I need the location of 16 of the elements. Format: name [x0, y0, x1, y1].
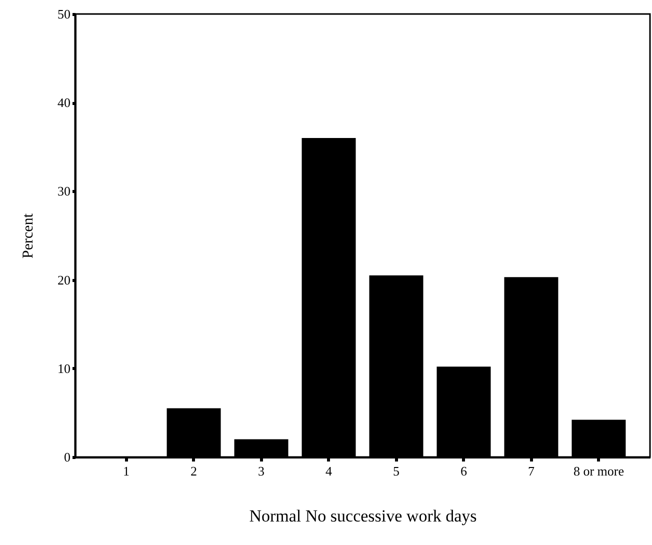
x-tick-label: 5: [392, 464, 400, 478]
y-tick-label: 20: [58, 272, 70, 288]
y-tick-label: 50: [58, 6, 70, 22]
y-tick-label: 0: [64, 450, 70, 464]
x-tick-label: 3: [258, 464, 265, 478]
y-tick-label: 10: [58, 360, 70, 376]
x-tick-label: 6: [460, 464, 468, 478]
x-tick-label: 1: [123, 464, 130, 478]
x-tick-label: 4: [326, 464, 333, 478]
x-tick-label: 2: [190, 464, 198, 478]
x-tick-label: 8 or more: [573, 464, 624, 478]
y-tick-label: 40: [58, 95, 70, 110]
x-axis-title: Normal No successive work days: [249, 506, 477, 526]
y-tick-label: 30: [58, 184, 70, 199]
x-tick-label: 7: [528, 464, 535, 478]
y-axis-title: Percent: [20, 212, 36, 258]
